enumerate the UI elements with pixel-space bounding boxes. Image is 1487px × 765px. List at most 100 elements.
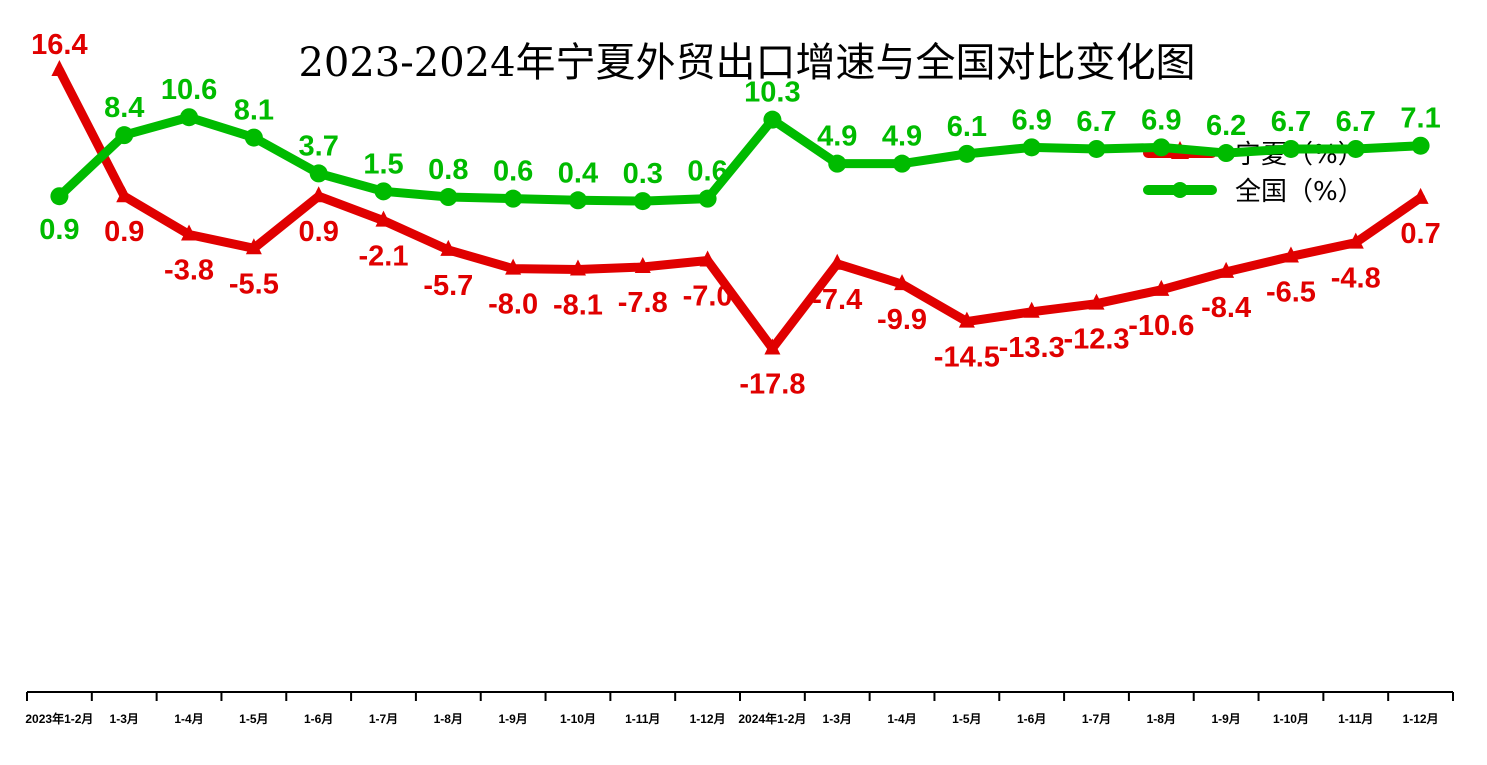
data-label: 0.6	[493, 156, 533, 188]
x-tick-label: 1-4月	[174, 712, 203, 726]
data-point	[634, 257, 651, 274]
data-point	[957, 144, 976, 163]
data-point	[764, 338, 781, 355]
x-tick-label: 2023年1-2月	[25, 711, 93, 726]
data-point	[1217, 144, 1236, 163]
data-label: -7.0	[683, 281, 733, 313]
data-label: -6.5	[1266, 276, 1316, 308]
data-point	[958, 311, 975, 328]
data-point	[1412, 187, 1429, 204]
data-label: -14.5	[934, 342, 1000, 374]
data-point	[440, 239, 457, 256]
data-label: 8.4	[104, 92, 144, 124]
data-point	[245, 238, 262, 255]
data-label: 6.9	[1141, 104, 1181, 136]
data-label: 0.4	[558, 157, 598, 189]
data-point	[1346, 139, 1365, 158]
data-point	[1153, 279, 1170, 296]
data-point	[504, 189, 523, 208]
data-point	[829, 253, 846, 270]
data-point	[116, 186, 133, 203]
series-line-1	[54, 112, 1426, 206]
data-point	[828, 154, 847, 173]
x-tick-label: 1-11月	[1338, 712, 1373, 726]
data-label: 7.1	[1400, 103, 1440, 135]
data-point	[1087, 139, 1106, 158]
data-label: -17.8	[739, 368, 805, 400]
data-point	[1023, 301, 1040, 318]
x-tick-label: 1-5月	[239, 712, 268, 726]
data-point	[375, 210, 392, 227]
data-label: -5.5	[229, 268, 279, 300]
data-point	[50, 187, 69, 206]
x-tick-label: 1-8月	[434, 712, 463, 726]
data-label: 3.7	[299, 130, 339, 162]
data-point	[505, 258, 522, 275]
data-label: 6.7	[1271, 106, 1311, 138]
data-label: -7.8	[618, 287, 668, 319]
x-tick-label: 1-6月	[1017, 712, 1046, 726]
data-point	[181, 224, 198, 241]
x-tick-label: 1-9月	[498, 712, 527, 726]
series-lines	[54, 65, 1426, 353]
x-tick-label: 1-12月	[690, 712, 726, 726]
data-point	[633, 192, 652, 211]
data-point	[1281, 139, 1300, 158]
data-point	[568, 191, 587, 210]
data-label: 0.8	[428, 154, 468, 186]
series-line-0	[54, 65, 1426, 353]
data-label: 8.1	[234, 95, 274, 127]
data-point	[698, 189, 717, 208]
data-label: -2.1	[359, 241, 409, 273]
data-label: 6.1	[947, 111, 987, 143]
data-label: -13.3	[999, 332, 1065, 364]
data-label: 0.7	[1400, 218, 1440, 250]
x-tick-label: 1-8月	[1147, 712, 1176, 726]
data-point	[1152, 138, 1171, 157]
series-markers	[50, 60, 1430, 355]
data-label: 1.5	[363, 148, 403, 180]
x-tick-label: 1-10月	[1273, 712, 1309, 726]
data-point	[310, 186, 327, 203]
x-tick-label: 2024年1-2月	[738, 711, 806, 726]
data-point	[115, 126, 134, 145]
data-label: -12.3	[1063, 324, 1129, 356]
data-point	[569, 259, 586, 276]
data-labels: 16.4 0.9 0.9 8.4 -3.8 10.6 -5.5 8.1 0.9 3.7 -2.1 1.…	[31, 29, 1441, 400]
data-point	[309, 164, 328, 183]
data-label: 0.9	[299, 216, 339, 248]
data-label: 0.9	[39, 214, 79, 246]
data-point	[1218, 261, 1235, 278]
x-tick-label: 1-7月	[1082, 712, 1111, 726]
data-label: 6.9	[1012, 104, 1052, 136]
x-tick-label: 1-11月	[625, 712, 660, 726]
data-point	[374, 182, 393, 201]
data-label: -8.0	[488, 289, 538, 321]
data-point	[1022, 138, 1041, 157]
data-point	[1347, 232, 1364, 249]
data-label: 4.9	[817, 121, 857, 153]
data-label: -5.7	[423, 270, 473, 302]
data-label: 16.4	[31, 29, 87, 61]
legend-marker-circle-icon	[1172, 182, 1188, 198]
data-label: 6.7	[1336, 106, 1376, 138]
data-label: -8.1	[553, 289, 603, 321]
data-point	[244, 128, 263, 147]
data-point	[1282, 246, 1299, 263]
data-point	[439, 188, 458, 207]
data-label: -3.8	[164, 254, 214, 286]
data-label: 4.9	[882, 121, 922, 153]
data-label: 0.9	[104, 216, 144, 248]
data-point	[893, 154, 912, 173]
x-tick-label: 1-6月	[304, 712, 333, 726]
data-label: 10.3	[744, 77, 800, 109]
data-label: -4.8	[1331, 263, 1381, 295]
data-label: 10.6	[161, 74, 217, 106]
chart-title: 2023-2024年宁夏外贸出口增速与全国对比变化图	[298, 40, 1195, 86]
x-tick-label: 1-7月	[369, 712, 398, 726]
data-label: 6.2	[1206, 110, 1246, 142]
data-label: -9.9	[877, 304, 927, 336]
x-tick-label: 1-5月	[952, 712, 981, 726]
data-label: 0.6	[687, 156, 727, 188]
